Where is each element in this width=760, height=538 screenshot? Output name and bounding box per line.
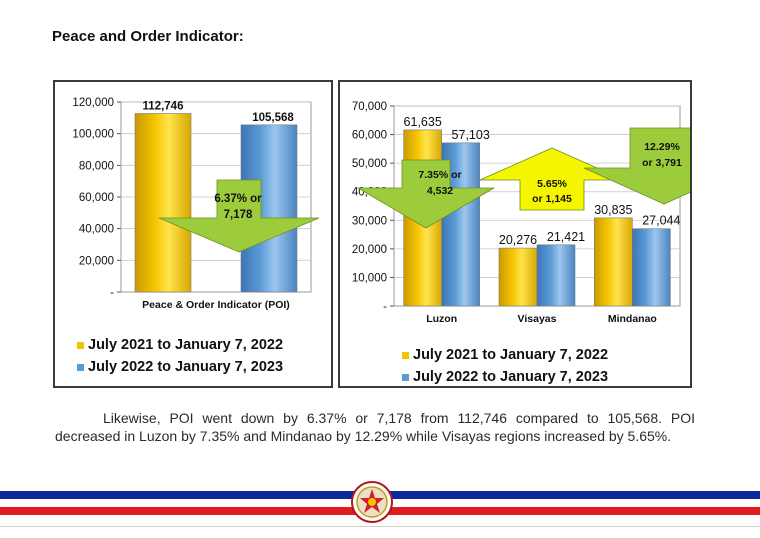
data-label: 105,568 [252, 112, 294, 124]
data-label: 21,421 [547, 230, 585, 244]
y-tick-label: 20,000 [352, 244, 387, 256]
y-tick-label: 60,000 [79, 192, 114, 204]
y-tick-label: 60,000 [352, 130, 387, 142]
bar [134, 113, 192, 293]
luzon-decrease-arrow [356, 159, 496, 229]
arrow-label-line2: 7,178 [224, 209, 253, 221]
luzon-arrow-line1: 7.35% or [418, 169, 461, 181]
y-tick-label: 80,000 [79, 160, 114, 172]
y-tick-label: 20,000 [79, 255, 114, 267]
y-tick-label: 30,000 [352, 215, 387, 227]
data-label: 61,635 [404, 115, 442, 129]
legend-item-2021: July 2021 to January 7, 2022 [402, 344, 608, 366]
poi-chart: - 20,000 40,000 60,000 80,000 100,000 120,000 1… [72, 97, 320, 311]
bar [632, 228, 671, 307]
legend-swatch-2021 [402, 351, 409, 359]
summary-paragraph: Likewise, POI went down by 6.37% or 7,17… [55, 410, 695, 445]
legend-label-2022: July 2022 to January 7, 2023 [413, 369, 609, 385]
summary-line-2: POI decreased in Luzon by 7.35% and Mind… [55, 410, 696, 444]
legend-item-2022: July 2022 to January 7, 2023 [402, 366, 608, 388]
legend-swatch-2022 [402, 373, 409, 381]
mindanao-arrow-line1: 12.29% [644, 141, 680, 153]
legend-item-2022: July 2022 to January 7, 2023 [77, 356, 283, 378]
y-tick-label: 10,000 [352, 272, 387, 284]
poi-chart-panel: - 20,000 40,000 60,000 80,000 100,000 120,000 1… [53, 80, 333, 388]
mindanao-decrease-arrow [583, 127, 690, 205]
regional-chart-legend: July 2021 to January 7, 2022 July 2022 t… [402, 344, 608, 388]
footer-divider [0, 526, 760, 527]
y-tick-label: - [383, 301, 387, 313]
mindanao-arrow-line2: or 3,791 [642, 157, 682, 169]
data-label: 30,835 [594, 203, 632, 217]
y-tick-label: 120,000 [72, 97, 114, 109]
legend-label-2022: July 2022 to January 7, 2023 [88, 359, 284, 375]
y-tick-label: 40,000 [79, 224, 114, 236]
luzon-arrow-line2: 4,532 [427, 185, 453, 197]
x-tick-label: Luzon [426, 313, 457, 325]
visayas-arrow-line2: or 1,145 [532, 193, 572, 205]
bar [536, 244, 576, 307]
y-tick-label: 100,000 [72, 129, 114, 141]
x-tick-label: Visayas [518, 313, 557, 325]
y-tick-label: 50,000 [352, 158, 387, 170]
poi-chart-legend: July 2021 to January 7, 2022 July 2022 t… [77, 334, 283, 378]
decrease-arrow [158, 179, 320, 253]
legend-label-2021: July 2021 to January 7, 2022 [413, 347, 609, 363]
visayas-arrow-line1: 5.65% [537, 178, 567, 190]
data-label: 20,276 [499, 233, 537, 247]
y-tick-label: - [110, 287, 114, 299]
bar [498, 247, 538, 307]
y-tick-label: 70,000 [352, 101, 387, 113]
summary-line-1: Likewise, POI went down by 6.37% or 7,17… [103, 410, 663, 426]
data-label: 27,044 [642, 214, 680, 228]
legend-item-2021: July 2021 to January 7, 2022 [77, 334, 283, 356]
data-label: 112,746 [143, 100, 184, 112]
data-label: 57,103 [452, 128, 490, 142]
regional-chart: -10,00020,00030,00040,00050,00060,00070,… [352, 101, 690, 325]
bar [594, 217, 633, 307]
x-tick-label: Peace & Order Indicator (POI) [142, 299, 290, 311]
x-tick-label: Mindanao [608, 313, 657, 325]
arrow-label-line1: 6.37% or [214, 193, 262, 205]
legend-swatch-2021 [77, 341, 84, 349]
page-title: Peace and Order Indicator: [52, 28, 244, 45]
legend-label-2021: July 2021 to January 7, 2022 [88, 337, 284, 353]
regional-chart-panel: -10,00020,00030,00040,00050,00060,00070,… [338, 80, 692, 388]
legend-swatch-2022 [77, 363, 84, 371]
pnp-seal-logo [351, 481, 393, 523]
